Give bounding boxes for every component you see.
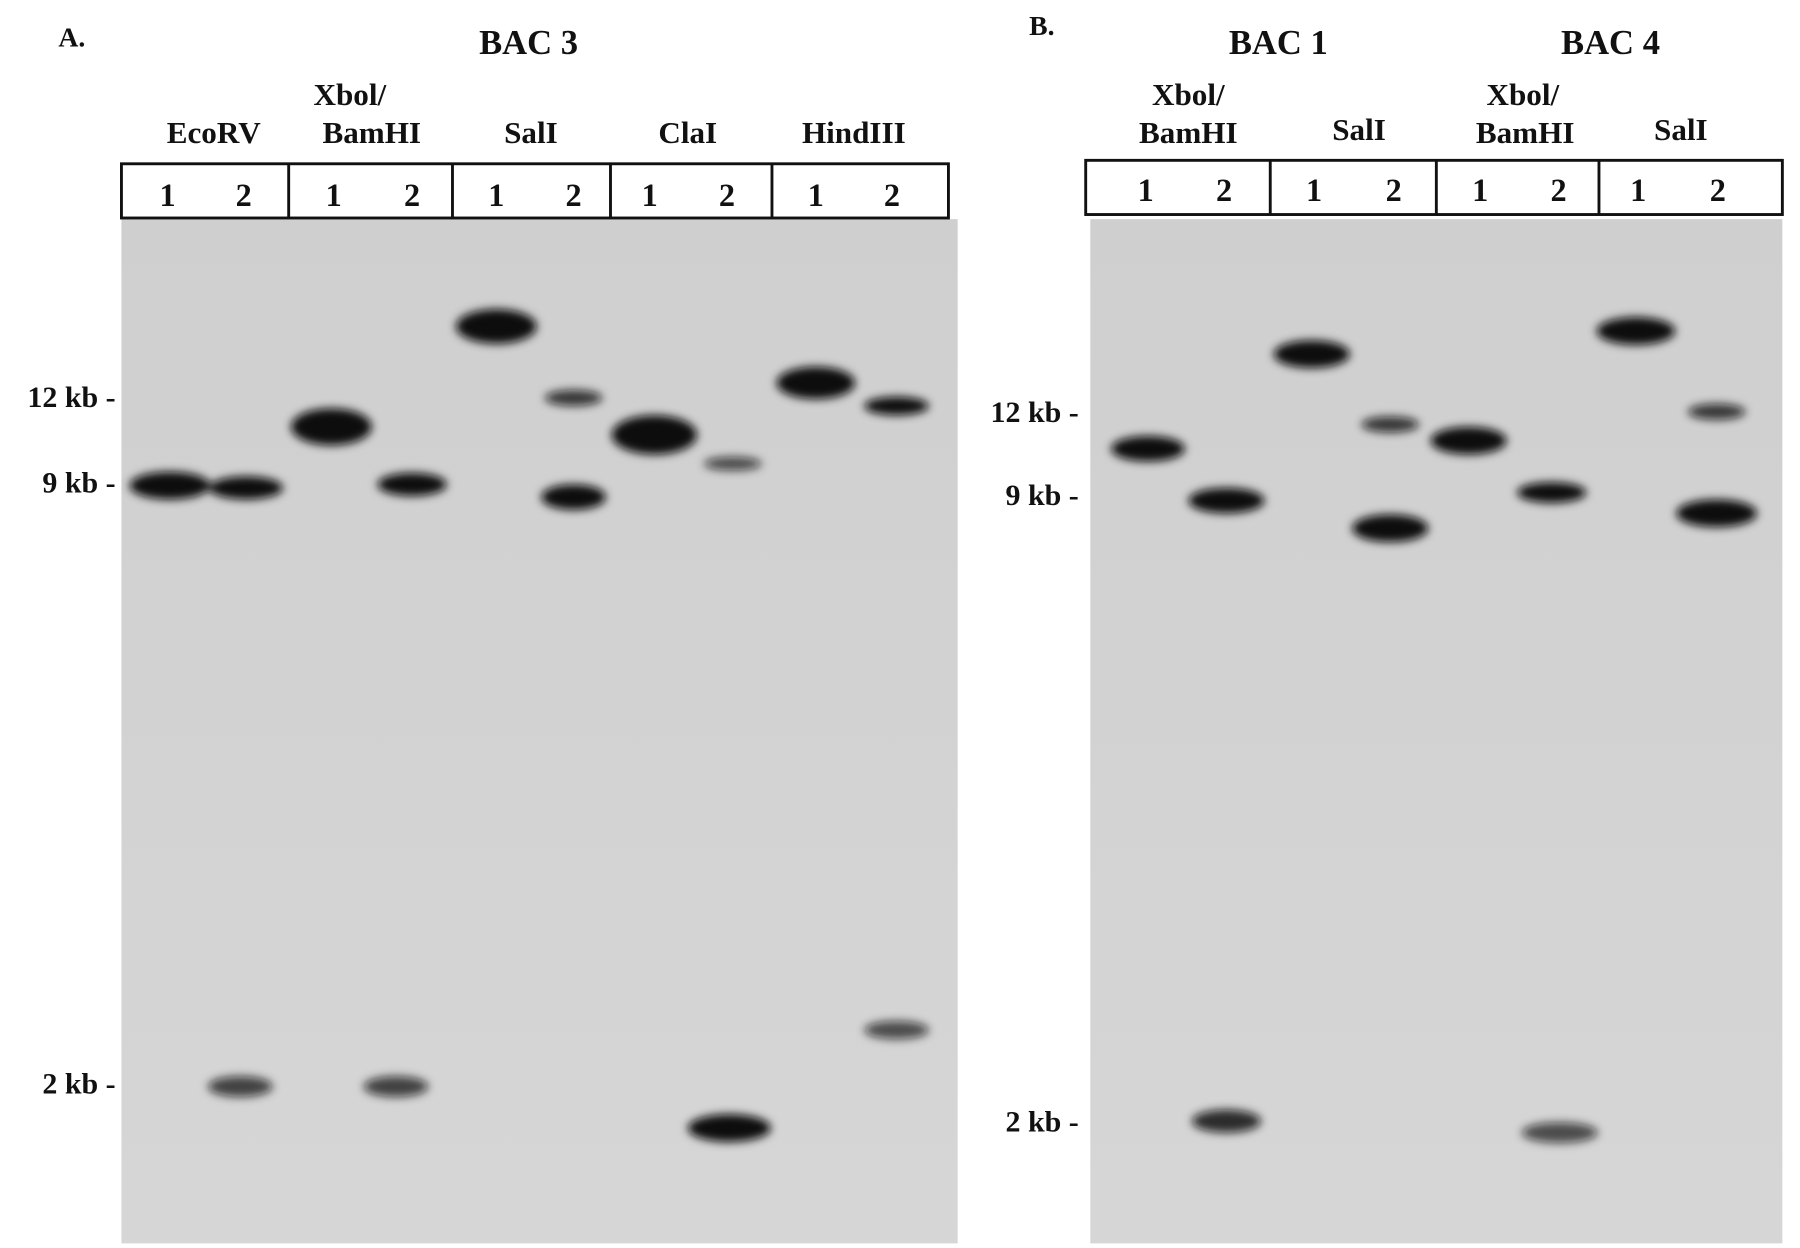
enzyme-label: SalI (1332, 112, 1386, 147)
enzyme-label: BamHI (1476, 115, 1575, 150)
bac-title: BAC 1 (1229, 24, 1328, 62)
lane-number: 2 (1216, 172, 1232, 208)
size-marker: 12 kb - (27, 381, 115, 414)
lane-number: 2 (884, 177, 900, 213)
lane-header-b (1084, 158, 1784, 216)
size-marker: 2 kb - (42, 1067, 115, 1100)
lane-number: 1 (1306, 172, 1322, 208)
lane-number: 2 (566, 177, 582, 213)
enzyme-label: Xbol/ (1152, 77, 1225, 112)
size-marker: 12 kb - (990, 396, 1078, 429)
gel-b (1090, 219, 1783, 1244)
lane-number: 2 (1386, 172, 1402, 208)
size-marker: 2 kb - (1005, 1105, 1078, 1138)
lane-numbers: 1 2 1 2 1 2 1 2 1 2 (160, 177, 900, 213)
enzyme-label: SalI (504, 115, 558, 150)
enzyme-label: HindIII (802, 115, 906, 150)
lane-number: 1 (160, 177, 176, 213)
lane-number: 2 (404, 177, 420, 213)
lane-number: 1 (326, 177, 342, 213)
enzyme-label: BamHI (322, 115, 421, 150)
lane-number: 1 (642, 177, 658, 213)
bands-b (1111, 317, 1757, 1144)
lane-number: 1 (1138, 172, 1154, 208)
enzyme-label: BamHI (1139, 115, 1238, 150)
lane-number: 1 (1472, 172, 1488, 208)
lane-number: 2 (1710, 172, 1726, 208)
panel-label: A. (58, 22, 85, 53)
enzyme-label: ClaI (658, 115, 717, 150)
lane-number: 1 (1630, 172, 1646, 208)
enzyme-label: Xbol/ (313, 77, 386, 112)
bac-title: BAC 3 (479, 24, 578, 62)
lane-number: 2 (236, 177, 252, 213)
lane-number: 2 (719, 177, 735, 213)
size-marker: 9 kb - (42, 466, 115, 499)
bands-a (129, 309, 929, 1142)
panel-label: B. (1029, 10, 1054, 41)
lane-header-a (120, 162, 950, 220)
lane-number: 1 (808, 177, 824, 213)
lane-numbers: 1 2 1 2 1 2 1 2 (1138, 172, 1726, 208)
lane-number: 1 (488, 177, 504, 213)
lane-number: 2 (1551, 172, 1567, 208)
enzyme-label: EcoRV (167, 115, 262, 150)
bac-title: BAC 4 (1561, 24, 1660, 62)
size-marker: 9 kb - (1005, 479, 1078, 512)
enzyme-label: SalI (1654, 112, 1708, 147)
enzyme-label: Xbol/ (1487, 77, 1560, 112)
